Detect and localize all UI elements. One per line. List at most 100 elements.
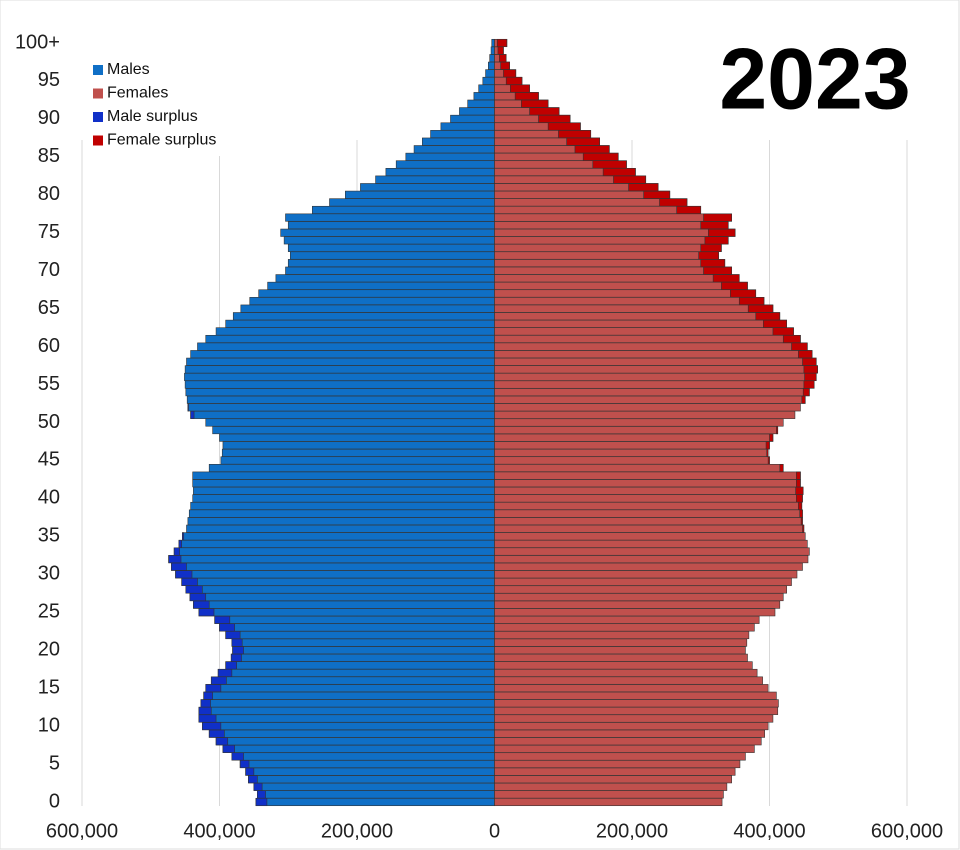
female-bar: [494, 433, 774, 442]
female-surplus: [800, 517, 803, 526]
female-surplus: [566, 137, 600, 146]
male-surplus: [253, 782, 263, 791]
male-surplus: [257, 790, 266, 799]
male-bar: [186, 524, 495, 533]
male-bar: [231, 638, 495, 647]
female-surplus: [602, 168, 636, 177]
male-bar: [225, 661, 495, 670]
male-bar: [490, 46, 495, 55]
female-surplus: [804, 372, 817, 381]
male-bar: [184, 372, 495, 381]
male-bar: [240, 304, 495, 313]
male-bar: [208, 729, 495, 738]
female-bar: [494, 661, 753, 670]
female-surplus: [659, 198, 688, 207]
male-bar: [192, 471, 495, 480]
male-bar: [185, 585, 495, 594]
male-surplus: [239, 760, 250, 769]
female-bar: [494, 767, 736, 776]
y-tick-label: 45: [38, 449, 60, 471]
male-bar: [210, 676, 495, 685]
female-bar: [494, 737, 762, 746]
male-surplus: [190, 410, 195, 419]
female-surplus: [796, 471, 801, 480]
female-bar: [494, 342, 808, 351]
female-bar: [494, 532, 806, 541]
female-bar: [494, 251, 719, 260]
female-bar: [494, 775, 732, 784]
x-tick-label: 600,000: [46, 820, 118, 842]
female-bar: [494, 334, 801, 344]
female-surplus: [802, 388, 810, 397]
female-bar: [494, 714, 774, 723]
female-surplus: [500, 61, 510, 70]
male-bar: [285, 266, 495, 275]
legend-box: [86, 56, 246, 156]
y-tick-label: 80: [38, 183, 60, 205]
male-surplus: [173, 547, 180, 556]
female-surplus: [574, 145, 610, 154]
legend-swatch: [93, 65, 103, 75]
female-surplus: [499, 54, 507, 63]
y-tick-label: 25: [38, 601, 60, 623]
female-bar: [494, 471, 801, 480]
male-bar: [275, 274, 495, 283]
y-tick-label: 70: [38, 259, 60, 281]
male-bar: [287, 221, 495, 230]
male-surplus: [231, 638, 243, 647]
female-surplus: [801, 395, 806, 404]
female-surplus: [802, 357, 817, 366]
male-bar: [182, 532, 495, 541]
male-bar: [253, 782, 495, 791]
female-surplus: [700, 243, 722, 252]
female-surplus: [703, 213, 732, 222]
male-surplus: [185, 585, 203, 594]
female-bar: [494, 388, 810, 397]
male-surplus: [187, 403, 189, 412]
female-bar: [494, 205, 702, 214]
male-bar: [186, 357, 495, 366]
female-surplus: [712, 274, 740, 283]
male-bar: [198, 706, 495, 715]
male-bar: [197, 342, 495, 351]
female-surplus: [521, 99, 549, 108]
female-surplus: [803, 365, 818, 374]
male-surplus: [230, 653, 242, 662]
male-bar: [185, 388, 495, 397]
female-surplus: [802, 524, 805, 533]
male-surplus: [168, 555, 182, 564]
male-bar: [173, 547, 495, 556]
female-bar: [494, 274, 740, 283]
female-bar: [494, 221, 729, 230]
female-bar: [494, 790, 724, 799]
male-bar: [178, 539, 495, 548]
x-tick-label: 600,000: [871, 820, 943, 842]
y-tick-label: 100+: [15, 31, 60, 53]
male-bar: [212, 426, 495, 435]
y-tick-label: 90: [38, 107, 60, 129]
female-bar: [494, 653, 748, 662]
female-bar: [494, 198, 688, 207]
female-bar: [494, 289, 757, 298]
male-bar: [225, 631, 495, 640]
legend-swatch: [93, 135, 103, 146]
male-bar: [267, 281, 495, 290]
female-surplus: [776, 426, 779, 435]
female-bar: [494, 297, 765, 306]
male-bar: [255, 797, 495, 807]
x-tick-label: 400,000: [733, 820, 805, 842]
female-bar: [494, 744, 755, 753]
male-surplus: [225, 661, 237, 670]
y-tick-label: 75: [38, 221, 60, 243]
female-surplus: [795, 486, 804, 495]
female-bar: [494, 327, 794, 336]
male-surplus: [208, 729, 225, 738]
male-bar: [478, 84, 495, 93]
female-bar: [494, 448, 769, 457]
y-tick-label: 15: [38, 676, 60, 698]
male-bar: [225, 319, 495, 328]
female-bar: [494, 228, 736, 237]
legend-label: Male surplus: [107, 108, 198, 125]
female-bar: [494, 304, 774, 313]
